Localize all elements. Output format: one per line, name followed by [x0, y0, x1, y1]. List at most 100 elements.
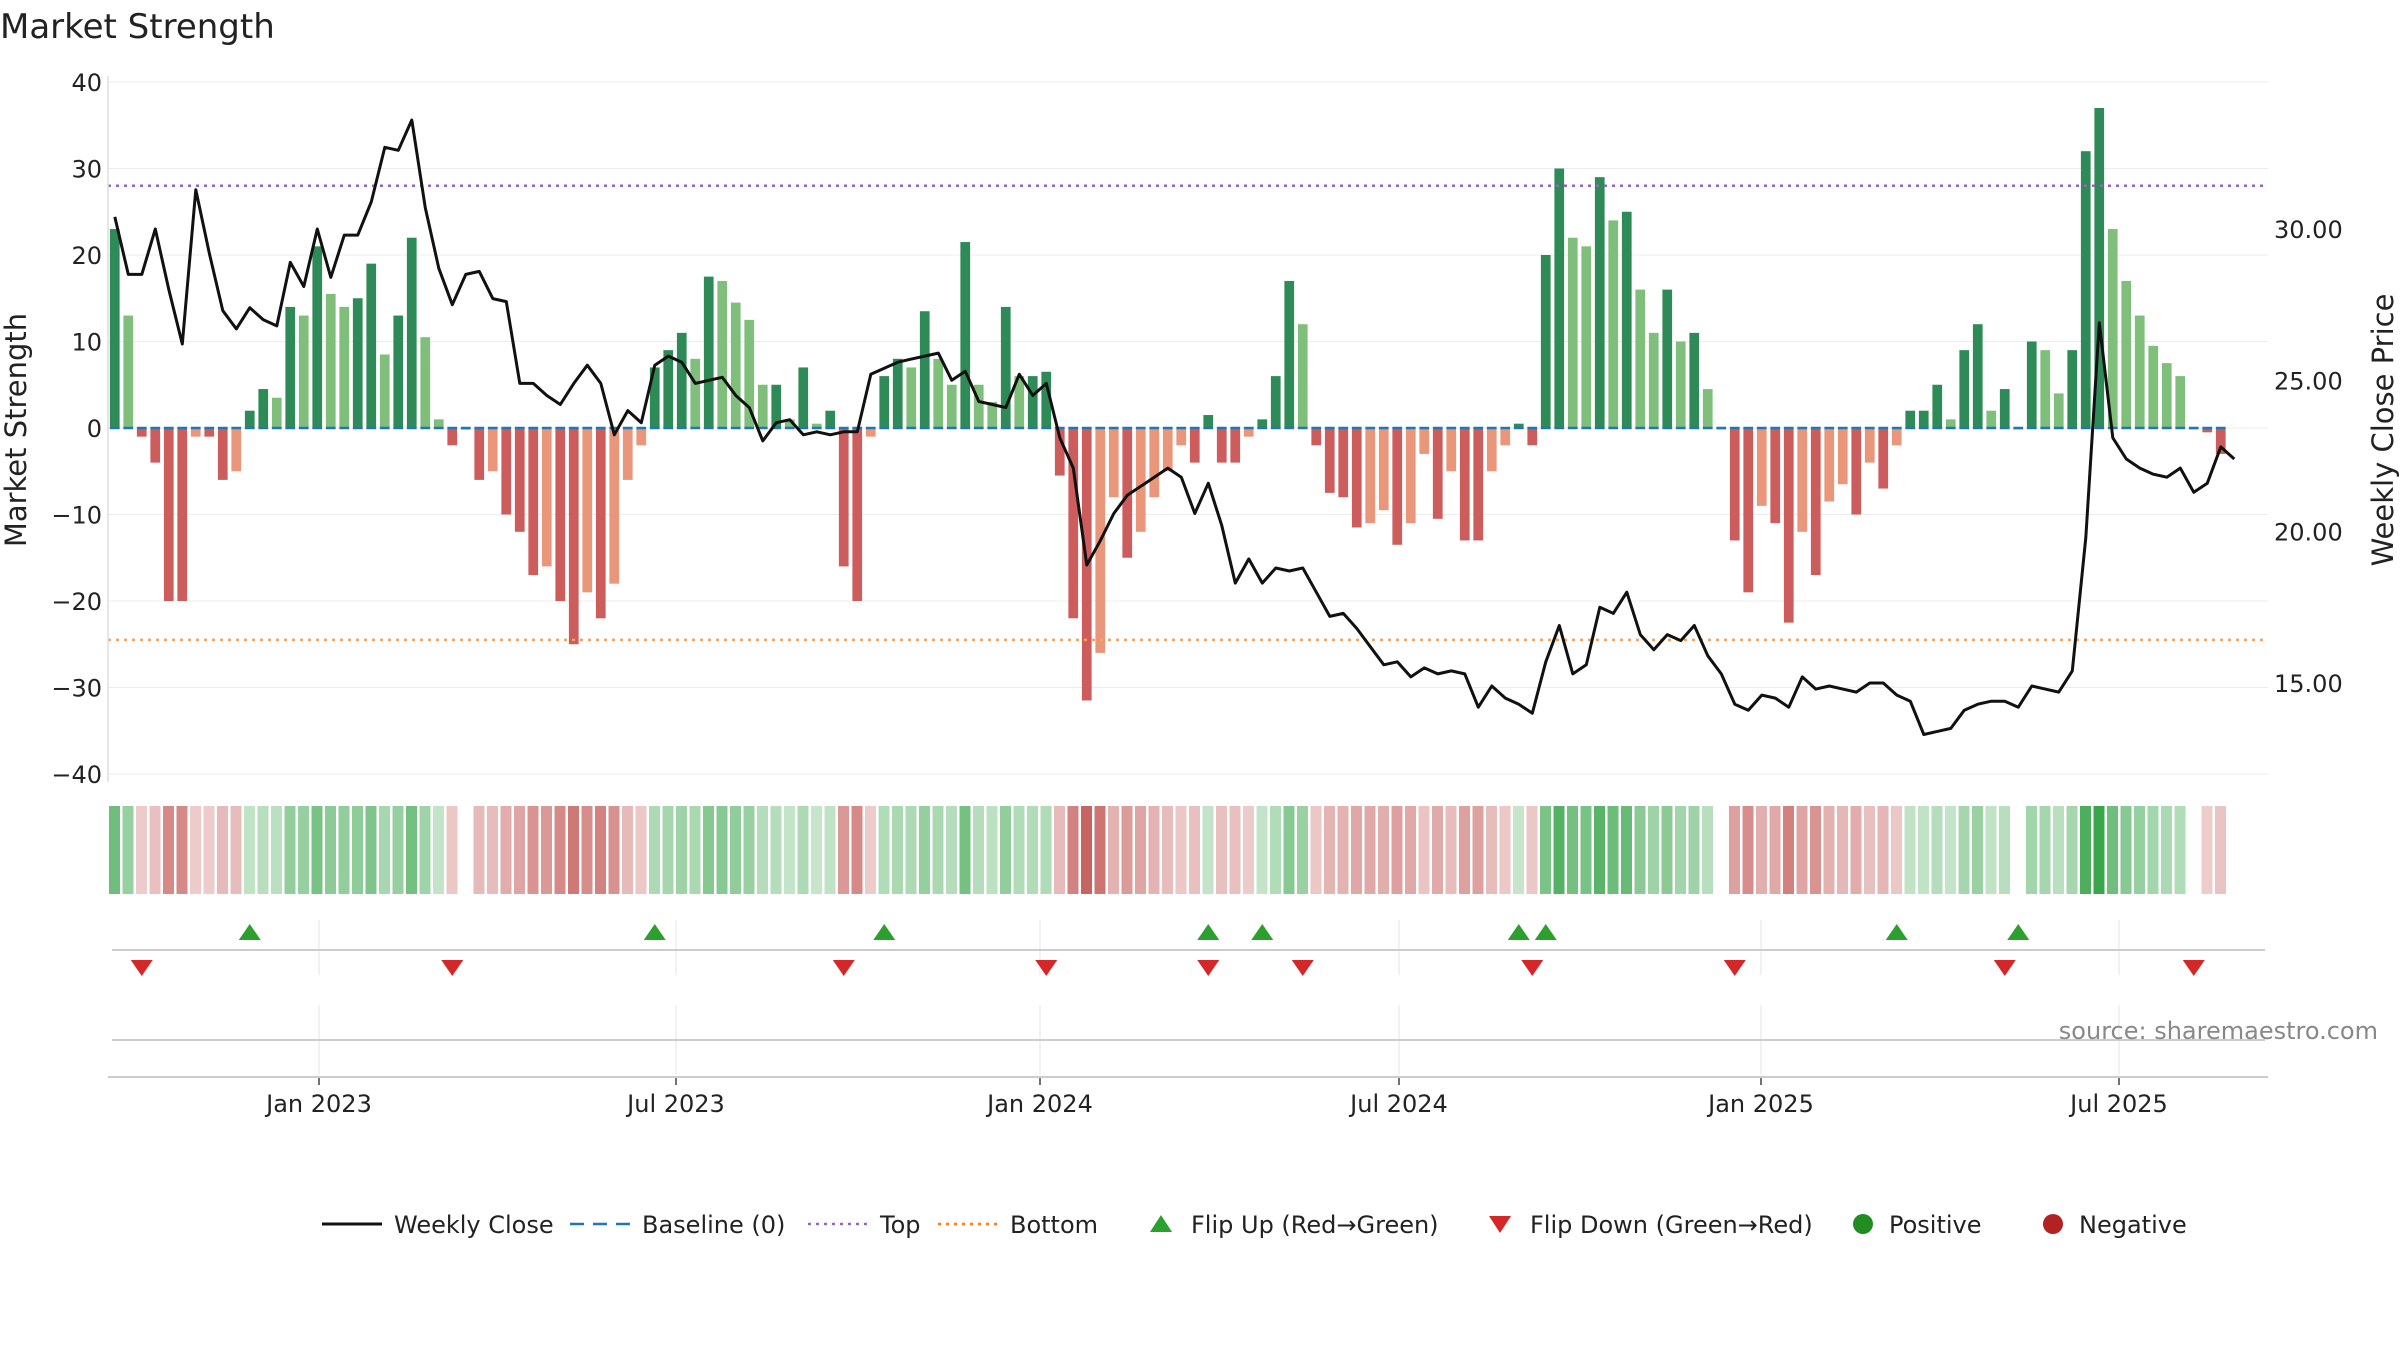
- flip-down-marker: [1723, 960, 1746, 976]
- legend-label: Top: [879, 1211, 921, 1239]
- flip-up-marker: [1507, 924, 1530, 940]
- strength-bar: [1000, 306, 1011, 428]
- strength-bar: [609, 428, 620, 584]
- flip-down-marker: [1035, 960, 1058, 976]
- strip-cell: [581, 806, 593, 894]
- strength-bar: [433, 419, 444, 428]
- strength-bar: [514, 428, 525, 532]
- strip-cell: [1108, 806, 1119, 894]
- strip-cell: [1297, 806, 1308, 894]
- strength-bar: [1756, 428, 1767, 506]
- strip-cell: [838, 806, 849, 894]
- weekly-close-line: [113, 118, 2236, 736]
- strip-cell: [1202, 806, 1214, 894]
- weekly-close-polyline: [113, 118, 2236, 736]
- strip-cell: [1175, 806, 1187, 894]
- strength-bar: [1702, 389, 1713, 428]
- strength-bar: [2134, 315, 2145, 428]
- strength-bar: [312, 246, 323, 428]
- strength-bar: [1500, 428, 1511, 446]
- strip-cell: [1877, 806, 1889, 894]
- strip-cell: [2134, 806, 2145, 894]
- strip-cell: [676, 806, 687, 894]
- strip-cell: [2147, 806, 2159, 894]
- strip-cell: [541, 806, 552, 894]
- strip-cell: [1081, 806, 1092, 894]
- strip-cell: [1526, 806, 1538, 894]
- y2-tick-label: 20.00: [2274, 519, 2343, 547]
- strip-cell: [1216, 806, 1227, 894]
- y-tick-label: 30: [71, 156, 102, 184]
- strip-cell: [1756, 806, 1767, 894]
- strength-bar: [973, 384, 984, 428]
- strip-cell: [1270, 806, 1281, 894]
- strip-cell: [1742, 806, 1754, 894]
- strip-cell: [338, 806, 350, 894]
- strength-bar: [1743, 428, 1754, 593]
- strip-cell: [1999, 806, 2010, 894]
- strength-bar: [1648, 332, 1659, 428]
- strength-bar: [1122, 428, 1133, 558]
- strip-cell: [298, 806, 309, 894]
- strength-bar: [136, 428, 147, 437]
- flip-markers: [130, 924, 2205, 976]
- strength-bar: [1176, 428, 1187, 446]
- legend-label: Flip Up (Red→Green): [1191, 1211, 1439, 1239]
- y2-tick-label: 15.00: [2274, 670, 2343, 698]
- strength-bar: [1675, 341, 1686, 428]
- color-strip: [109, 806, 2226, 894]
- strip-cell: [433, 806, 444, 894]
- strip-cell: [514, 806, 525, 894]
- strip-cell: [1486, 806, 1497, 894]
- strip-cell: [419, 806, 431, 894]
- strip-cell: [649, 806, 660, 894]
- x-tick-label: Jul 2024: [1348, 1090, 1448, 1118]
- strength-bar: [1054, 428, 1065, 476]
- strip-cell: [1553, 806, 1565, 894]
- strip-cell: [1364, 806, 1376, 894]
- strength-bar: [2215, 428, 2226, 454]
- y-tick-label: 10: [71, 329, 102, 357]
- strip-cell: [500, 806, 512, 894]
- y-tick-label: −10: [51, 502, 102, 530]
- strength-bar: [244, 410, 255, 428]
- strength-bar: [1581, 246, 1592, 428]
- flip-down-marker: [1993, 960, 2016, 976]
- flip-down-marker: [2182, 960, 2205, 976]
- strength-bar: [595, 428, 606, 619]
- strength-bar: [1014, 376, 1025, 428]
- strength-bar: [1513, 423, 1524, 428]
- strip-cell: [662, 806, 674, 894]
- strip-cell: [446, 806, 458, 894]
- strip-cell: [1918, 806, 1929, 894]
- strip-cell: [1607, 806, 1619, 894]
- strip-cell: [703, 806, 714, 894]
- strip-cell: [1067, 806, 1079, 894]
- strength-bar: [1891, 428, 1902, 446]
- strip-cell: [163, 806, 174, 894]
- strength-bar: [123, 315, 134, 428]
- strength-bar: [1905, 410, 1916, 428]
- strength-bar: [919, 311, 930, 428]
- strip-cell: [2080, 806, 2091, 894]
- legend-tri-down-swatch: [1489, 1216, 1511, 1233]
- strength-bar: [1621, 211, 1632, 428]
- strip-cell: [1769, 806, 1781, 894]
- y2-tick-label: 25.00: [2274, 367, 2343, 395]
- y-tick-label: −40: [51, 761, 102, 789]
- strength-bar: [1783, 428, 1794, 623]
- strip-cell: [1634, 806, 1646, 894]
- strip-cell: [230, 806, 242, 894]
- strength-bar: [204, 428, 215, 437]
- strength-bar: [393, 315, 404, 428]
- flip-up-marker: [238, 924, 261, 940]
- strength-bar: [1216, 428, 1227, 463]
- strip-cell: [203, 806, 215, 894]
- strength-bar: [1864, 428, 1875, 463]
- strip-cell: [1972, 806, 1983, 894]
- strength-bar: [2202, 428, 2213, 433]
- strip-cell: [244, 806, 255, 894]
- strip-cell: [1189, 806, 1200, 894]
- strip-cell: [1688, 806, 1700, 894]
- strength-bar: [730, 302, 741, 428]
